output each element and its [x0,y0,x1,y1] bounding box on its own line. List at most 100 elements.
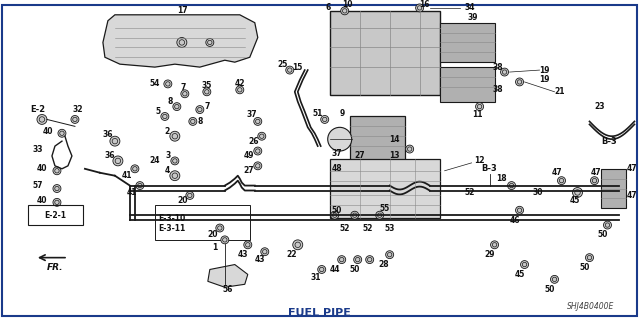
Bar [440,67,495,102]
Circle shape [113,156,123,166]
Circle shape [376,211,383,219]
Bar [28,205,83,225]
Circle shape [221,236,229,244]
Text: E-3-10: E-3-10 [158,214,185,223]
Circle shape [351,211,358,219]
Bar [349,116,404,161]
Circle shape [71,115,79,123]
Circle shape [53,167,61,175]
Circle shape [516,78,524,86]
Text: 50: 50 [579,263,589,272]
Text: 14: 14 [389,135,400,144]
Text: 37: 37 [246,110,257,119]
Circle shape [131,165,139,173]
Circle shape [186,191,194,199]
Text: 52: 52 [465,188,475,197]
Circle shape [285,66,294,74]
Circle shape [254,117,262,125]
Text: 45: 45 [570,196,580,205]
Text: 19: 19 [540,66,550,75]
Text: 51: 51 [312,109,323,118]
Text: SHJ4B0400E: SHJ4B0400E [567,302,614,311]
Text: 1: 1 [212,243,218,252]
Bar [602,169,627,208]
Text: 52: 52 [339,224,350,233]
Bar [330,159,440,218]
Text: E-2-1: E-2-1 [44,211,66,220]
Circle shape [196,106,204,114]
Text: 28: 28 [378,260,389,269]
Circle shape [415,4,424,12]
Circle shape [171,157,179,165]
Text: 13: 13 [389,152,400,160]
Text: 45: 45 [515,270,525,279]
Circle shape [254,162,262,170]
Text: 33: 33 [33,145,44,153]
Text: 27: 27 [355,152,365,160]
Circle shape [110,136,120,146]
Circle shape [354,256,362,263]
Text: 34: 34 [465,4,475,12]
Text: 10: 10 [342,0,353,10]
Circle shape [557,177,566,185]
Text: 53: 53 [385,224,395,233]
Circle shape [516,206,524,214]
Polygon shape [103,15,258,67]
Circle shape [58,129,66,137]
Text: 12: 12 [474,156,485,165]
Circle shape [177,38,187,48]
Text: 11: 11 [472,110,483,119]
Text: 52: 52 [362,224,373,233]
Circle shape [181,90,189,98]
Text: 20: 20 [207,230,218,240]
Text: 9: 9 [340,109,346,118]
Text: B-3: B-3 [602,137,618,146]
Bar [155,205,250,240]
Text: 54: 54 [150,79,160,88]
Circle shape [203,88,211,96]
Text: FUEL PIPE: FUEL PIPE [288,308,351,318]
Text: 30: 30 [532,188,543,197]
Text: 57: 57 [33,181,44,190]
Circle shape [508,182,516,189]
Circle shape [170,131,180,141]
Text: 38: 38 [492,63,503,72]
Text: 40: 40 [36,164,47,173]
Circle shape [260,248,269,256]
Text: 7: 7 [180,83,186,93]
Text: 35: 35 [202,81,212,90]
Circle shape [236,86,244,94]
Text: 46: 46 [509,216,520,225]
Circle shape [53,185,61,192]
Text: 47: 47 [627,191,637,200]
Text: 16: 16 [419,0,430,10]
Text: B-3: B-3 [482,164,497,173]
Text: E-2: E-2 [30,105,45,114]
Circle shape [573,188,582,197]
Text: 50: 50 [332,206,342,215]
Bar [330,11,440,95]
Circle shape [331,211,339,219]
Circle shape [258,132,266,140]
Text: 39: 39 [467,13,478,22]
Text: 6: 6 [325,4,330,12]
Text: 43: 43 [255,255,265,264]
Text: FR.: FR. [47,263,63,272]
Text: 41: 41 [122,171,132,180]
Text: 47: 47 [591,168,602,177]
Circle shape [328,127,352,151]
Text: 38: 38 [492,85,503,94]
Text: 25: 25 [278,60,288,69]
Circle shape [500,68,509,76]
Text: 19: 19 [540,76,550,85]
Text: 43: 43 [237,250,248,259]
Text: 2: 2 [164,127,170,136]
Circle shape [189,117,197,125]
Circle shape [476,103,484,111]
Circle shape [491,241,499,249]
Text: 4: 4 [164,166,170,175]
Polygon shape [208,264,248,287]
Circle shape [53,198,61,206]
Text: 23: 23 [594,102,605,111]
Circle shape [292,240,303,250]
